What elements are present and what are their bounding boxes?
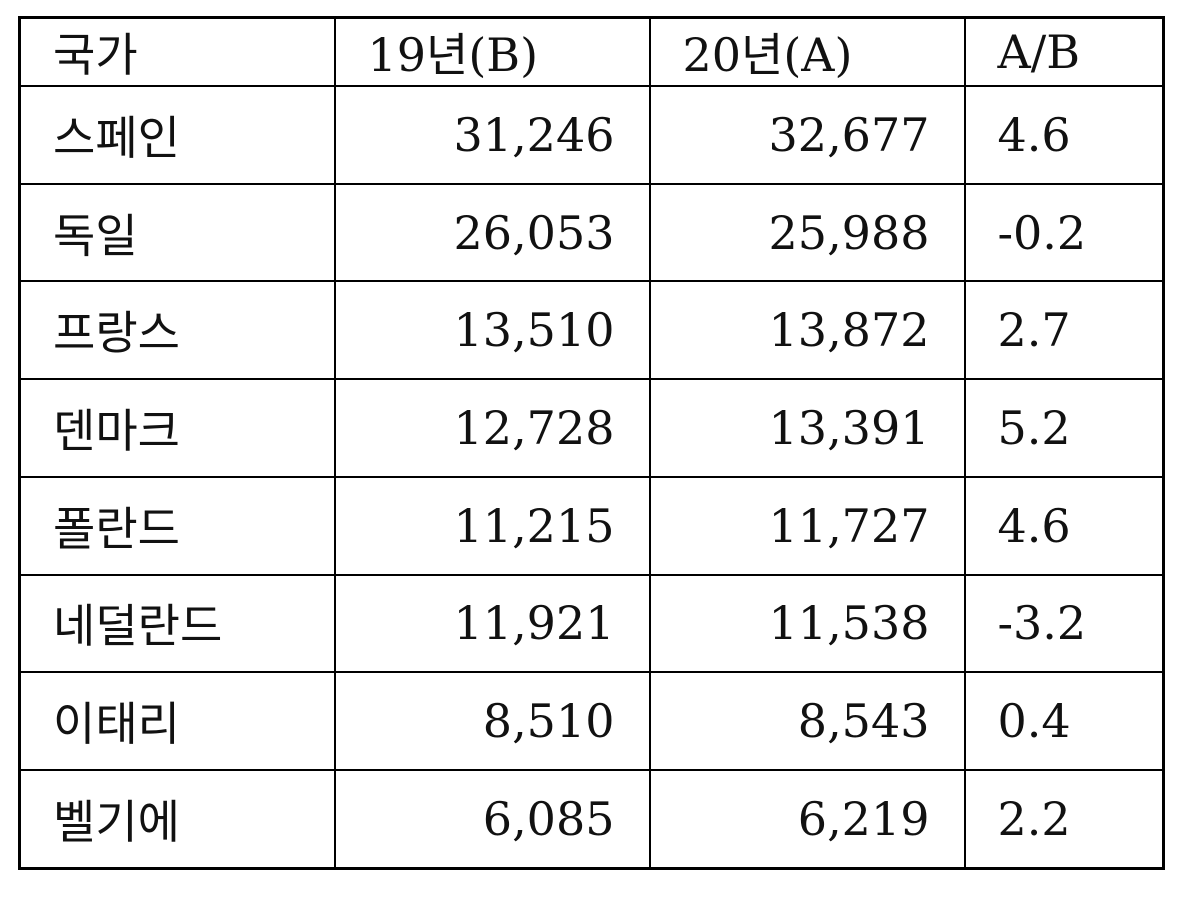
header-cell: 20년(A) xyxy=(648,16,966,87)
header-row: 국가 19년(B) 20년(A) A/B xyxy=(18,16,1165,87)
table-row: 프랑스 13,510 13,872 2.7 xyxy=(18,280,1165,381)
value-cell: 8,510 xyxy=(333,671,651,772)
value-cell: 11,921 xyxy=(333,573,651,674)
value-cell: 31,246 xyxy=(333,85,651,185)
country-cell: 벨기에 xyxy=(18,769,336,870)
value-cell: 6,219 xyxy=(648,769,966,870)
table-row: 벨기에 6,085 6,219 2.2 xyxy=(18,769,1165,870)
value-cell: 6,085 xyxy=(333,769,651,870)
value-cell: 4.6 xyxy=(963,475,1165,576)
table-row: 덴마크 12,728 13,391 5.2 xyxy=(18,378,1165,478)
value-cell: 26,053 xyxy=(333,182,651,283)
country-cell: 네덜란드 xyxy=(18,573,336,674)
table-row: 이태리 8,510 8,543 0.4 xyxy=(18,671,1165,772)
country-cell: 덴마크 xyxy=(18,378,336,478)
country-cell: 스페인 xyxy=(18,85,336,185)
value-cell: 2.2 xyxy=(963,769,1165,870)
table-header: 국가 19년(B) 20년(A) A/B xyxy=(18,16,1165,87)
table-row: 네덜란드 11,921 11,538 -3.2 xyxy=(18,573,1165,674)
value-cell: 11,215 xyxy=(333,475,651,576)
value-cell: 32,677 xyxy=(648,85,966,185)
value-cell: 0.4 xyxy=(963,671,1165,772)
value-cell: 4.6 xyxy=(963,85,1165,185)
table-body: 스페인 31,246 32,677 4.6 독일 26,053 25,988 -0.2 프랑스 1… xyxy=(18,85,1165,870)
value-cell: -3.2 xyxy=(963,573,1165,674)
value-cell: 2.7 xyxy=(963,280,1165,381)
value-cell: -0.2 xyxy=(963,182,1165,283)
country-cell: 폴란드 xyxy=(18,475,336,576)
value-cell: 13,510 xyxy=(333,280,651,381)
table-row: 스페인 31,246 32,677 4.6 xyxy=(18,85,1165,185)
header-cell: A/B xyxy=(963,16,1165,87)
country-cell: 이태리 xyxy=(18,671,336,772)
header-cell: 국가 xyxy=(18,16,336,87)
value-cell: 13,872 xyxy=(648,280,966,381)
value-cell: 12,728 xyxy=(333,378,651,478)
table-row: 독일 26,053 25,988 -0.2 xyxy=(18,182,1165,283)
country-cell: 독일 xyxy=(18,182,336,283)
data-table: 국가 19년(B) 20년(A) A/B 스페인 31,246 32,677 4.6 독일 26… xyxy=(18,16,1165,870)
header-cell: 19년(B) xyxy=(333,16,651,87)
value-cell: 11,538 xyxy=(648,573,966,674)
table-row: 폴란드 11,215 11,727 4.6 xyxy=(18,475,1165,576)
country-cell: 프랑스 xyxy=(18,280,336,381)
value-cell: 11,727 xyxy=(648,475,966,576)
value-cell: 5.2 xyxy=(963,378,1165,478)
value-cell: 8,543 xyxy=(648,671,966,772)
value-cell: 13,391 xyxy=(648,378,966,478)
value-cell: 25,988 xyxy=(648,182,966,283)
